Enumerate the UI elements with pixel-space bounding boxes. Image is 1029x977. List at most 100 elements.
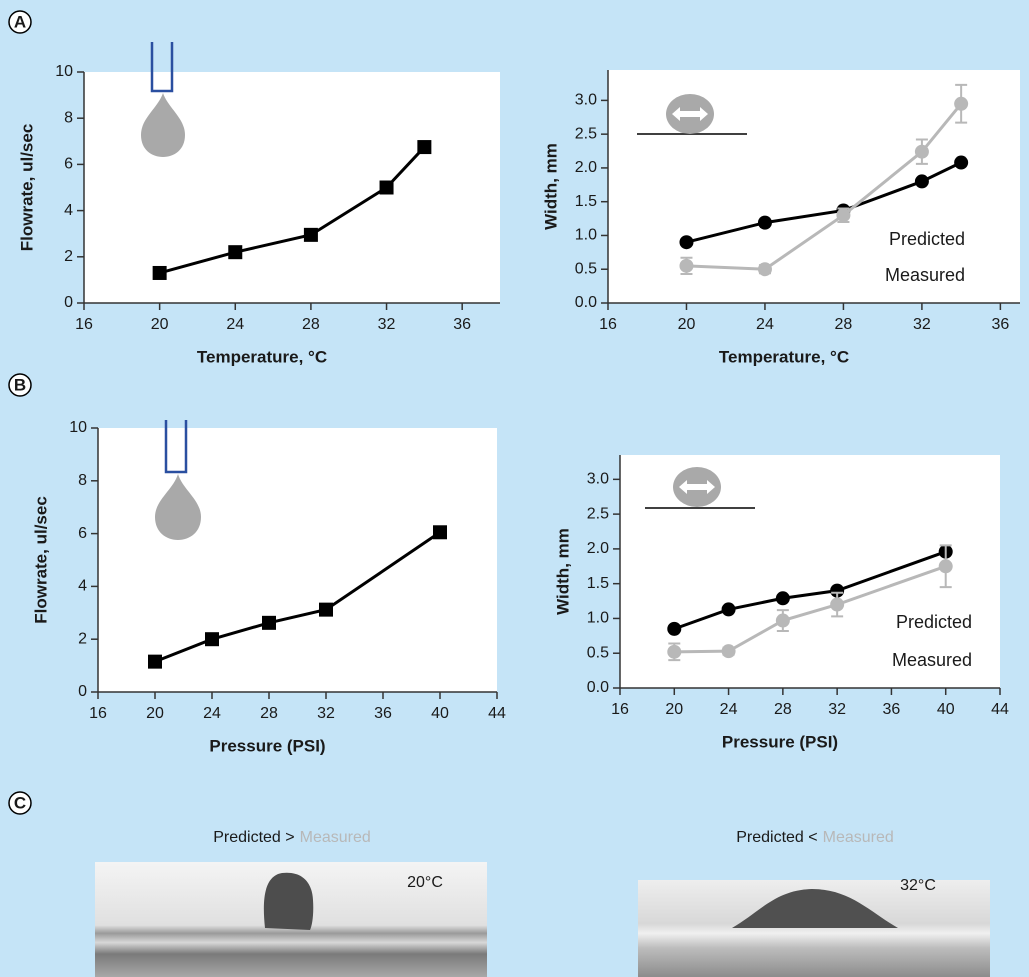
y-axis-label: Width, mm — [541, 143, 560, 230]
marker — [914, 144, 929, 159]
x-tick-label: 36 — [374, 705, 392, 722]
y-tick-label: 4 — [64, 202, 73, 219]
x-tick-label: 16 — [611, 701, 629, 718]
caption: Predicted < Measured — [736, 829, 894, 846]
y-axis-label: Width, mm — [553, 528, 572, 615]
marker — [228, 245, 243, 260]
y-tick-label: 1.0 — [575, 227, 597, 244]
x-tick-label: 20 — [146, 705, 164, 722]
marker — [914, 174, 929, 189]
y-tick-label: 10 — [69, 419, 87, 436]
x-tick-label: 32 — [378, 316, 396, 333]
x-tick-label: 16 — [75, 316, 93, 333]
panel-badge — [8, 373, 32, 397]
x-tick-label: 36 — [991, 316, 1009, 333]
x-tick-label: 24 — [226, 316, 244, 333]
marker — [954, 155, 969, 170]
caption-right: Measured — [823, 829, 894, 846]
x-tick-label: 36 — [883, 701, 901, 718]
marker — [433, 525, 447, 540]
y-tick-label: 2.0 — [587, 540, 609, 557]
y-tick-label: 2.0 — [575, 159, 597, 176]
x-tick-label: 20 — [678, 316, 696, 333]
caption-left: Predicted > — [213, 829, 294, 846]
nozzle-icon — [164, 420, 188, 474]
x-tick-label: 44 — [991, 701, 1009, 718]
marker — [667, 621, 682, 636]
legend-entry: Measured — [885, 265, 965, 285]
y-tick-label: 2.5 — [587, 505, 609, 522]
x-tick-label: 44 — [488, 705, 506, 722]
y-tick-label: 0 — [78, 683, 87, 700]
marker — [830, 583, 845, 598]
marker — [954, 96, 969, 111]
plot-area — [98, 428, 497, 692]
caption-right: Measured — [300, 829, 371, 846]
y-axis-label: Flowrate, ul/sec — [17, 124, 36, 252]
marker — [262, 615, 276, 630]
marker — [721, 644, 736, 659]
droplet-icon — [141, 93, 185, 157]
photo-droplet — [263, 872, 314, 930]
x-tick-label: 40 — [431, 705, 449, 722]
x-axis-label: Pressure (PSI) — [209, 736, 325, 755]
photo-label: 32°C — [900, 877, 936, 894]
marker — [303, 227, 318, 242]
y-tick-label: 0.0 — [575, 294, 597, 311]
y-tick-label: 0.5 — [575, 260, 597, 277]
y-tick-label: 6 — [64, 156, 73, 173]
x-tick-label: 24 — [756, 316, 774, 333]
width-arrow — [672, 107, 708, 121]
panel-badge — [8, 10, 32, 34]
x-axis-label: Temperature, °C — [197, 347, 327, 366]
x-tick-label: 36 — [453, 316, 471, 333]
marker — [775, 613, 790, 628]
marker — [679, 258, 694, 273]
nozzle-icon — [150, 42, 174, 93]
y-tick-label: 1.5 — [575, 193, 597, 210]
y-tick-label: 0.5 — [587, 644, 609, 661]
x-tick-label: 28 — [302, 316, 320, 333]
y-tick-label: 2.5 — [575, 125, 597, 142]
marker — [938, 559, 953, 574]
y-tick-label: 0.0 — [587, 679, 609, 696]
x-axis-label: Temperature, °C — [719, 347, 849, 366]
x-tick-label: 28 — [260, 705, 278, 722]
y-tick-label: 1.5 — [587, 575, 609, 592]
x-tick-label: 32 — [317, 705, 335, 722]
x-tick-label: 40 — [937, 701, 955, 718]
x-tick-label: 28 — [835, 316, 853, 333]
marker — [417, 140, 432, 155]
x-axis-label: Pressure (PSI) — [722, 732, 838, 751]
width-arrow — [679, 480, 715, 494]
caption: Predicted > Measured — [213, 829, 371, 846]
marker — [775, 591, 790, 606]
marker — [152, 265, 167, 280]
icons — [141, 42, 755, 540]
marker — [757, 262, 772, 277]
x-tick-label: 20 — [151, 316, 169, 333]
caption-left: Predicted < — [736, 829, 817, 846]
marker — [721, 602, 736, 617]
legend-entry: Predicted — [889, 229, 965, 249]
marker — [319, 602, 333, 617]
y-tick-label: 4 — [78, 578, 87, 595]
x-tick-label: 16 — [89, 705, 107, 722]
plot-area — [84, 72, 500, 303]
panel-label: C — [14, 793, 26, 812]
y-tick-label: 1.0 — [587, 610, 609, 627]
panel-label: B — [14, 375, 26, 394]
photo-label: 20°C — [407, 874, 443, 891]
y-tick-label: 3.0 — [587, 471, 609, 488]
y-tick-label: 10 — [55, 63, 73, 80]
photo-droplet — [732, 889, 898, 928]
x-tick-label: 32 — [828, 701, 846, 718]
x-tick-label: 28 — [774, 701, 792, 718]
y-axis-label: Flowrate, ul/sec — [31, 496, 50, 624]
x-tick-label: 20 — [665, 701, 683, 718]
y-tick-label: 2 — [64, 248, 73, 265]
panel-label: A — [14, 12, 26, 31]
marker — [148, 654, 162, 669]
y-tick-label: 3.0 — [575, 92, 597, 109]
